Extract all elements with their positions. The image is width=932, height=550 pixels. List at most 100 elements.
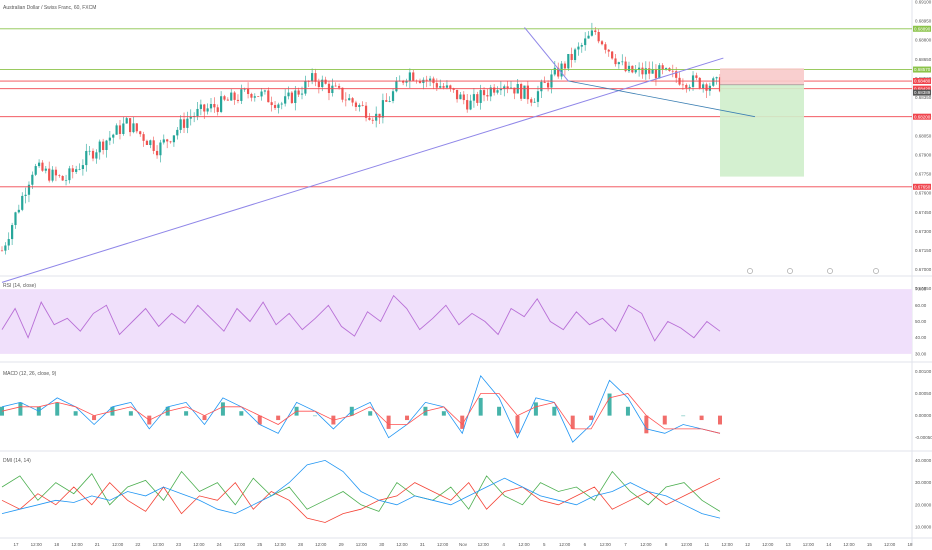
price-tick-label: 0.66850 <box>915 286 932 291</box>
candle-body <box>546 82 550 88</box>
candle-body <box>590 30 594 36</box>
candle-body <box>34 166 37 175</box>
time-axis-label: 12:00 <box>518 542 530 547</box>
candle-body <box>698 77 701 89</box>
macd-histogram-bar <box>662 415 667 425</box>
candle-body <box>671 70 674 72</box>
time-axis-label: 12:00 <box>762 542 774 547</box>
time-axis-label: 12:00 <box>153 542 165 547</box>
time-axis-label: 12:00 <box>843 542 855 547</box>
macd-histogram-bar <box>497 406 502 416</box>
time-axis-label: 12:00 <box>193 542 205 547</box>
candle-body <box>317 81 320 88</box>
price-tick-label: 0.68950 <box>915 19 932 24</box>
price-tick-label: 0.67000 <box>915 267 932 272</box>
candle-body <box>122 123 125 134</box>
time-axis-label: 12:00 <box>234 542 246 547</box>
candle-body <box>64 180 68 181</box>
time-axis-label: 4 <box>502 542 505 547</box>
macd-histogram-bar <box>257 415 262 425</box>
candle-body <box>577 46 580 50</box>
candle-body <box>331 85 334 94</box>
candle-body <box>358 105 361 107</box>
candle-body <box>604 44 607 50</box>
candle-body <box>442 86 445 88</box>
time-axis-label: 23 <box>176 542 182 547</box>
level-price-tag-text: 0.68420 <box>914 86 931 91</box>
candle-body <box>621 61 624 63</box>
rsi-tick-label: 40.00 <box>915 335 927 340</box>
candle-body <box>429 78 432 81</box>
candle-body <box>44 168 47 171</box>
time-axis-label: 11 <box>704 542 709 547</box>
candle-body <box>348 98 351 101</box>
candle-body <box>695 75 698 78</box>
macd-histogram-bar <box>73 411 78 416</box>
candle-body <box>280 103 283 105</box>
candle-body <box>479 90 482 103</box>
candle-body <box>304 81 307 94</box>
candle-body <box>587 35 590 39</box>
candle-body <box>412 72 415 81</box>
candle-body <box>567 53 570 69</box>
price-tick-label: 0.67300 <box>915 229 932 234</box>
time-axis-label: 31 <box>420 542 426 547</box>
candle-body <box>297 90 300 95</box>
time-axis-label: 5 <box>543 542 546 547</box>
macd-histogram-bar <box>312 415 317 417</box>
time-axis-label: 15 <box>867 542 873 547</box>
candle-body <box>597 31 600 42</box>
candle-body <box>385 100 388 102</box>
candle-body <box>435 83 438 88</box>
candle-body <box>378 113 381 118</box>
candle-body <box>658 65 661 79</box>
candle-body <box>570 53 573 60</box>
time-axis-label: 12:00 <box>396 542 408 547</box>
symbol-title: Australian Dollar / Swiss Franc, 60, FXC… <box>3 5 96 11</box>
take-profit-zone <box>720 84 804 177</box>
level-price-tag-text: 0.67650 <box>914 184 931 189</box>
candle-body <box>182 119 186 128</box>
level-price-tag-text: 0.68890 <box>914 26 931 31</box>
candle-body <box>145 140 149 146</box>
candle-body <box>243 89 246 90</box>
candle-body <box>644 68 647 75</box>
time-axis-label: 29 <box>339 542 345 547</box>
dmi-series-line <box>1 459 721 519</box>
candle-body <box>486 95 489 97</box>
candle-body <box>664 68 668 70</box>
candle-body <box>405 80 408 83</box>
candle-body <box>614 58 617 65</box>
candle-body <box>300 93 304 95</box>
time-axis-label: 24 <box>217 542 223 547</box>
candle-body <box>560 63 563 77</box>
economic-event-icon <box>787 268 793 274</box>
candle-body <box>499 89 502 91</box>
level-price-tag <box>913 183 931 190</box>
candle-body <box>513 87 516 94</box>
projection-line <box>568 80 756 118</box>
candle-body <box>641 67 644 75</box>
candle-body <box>78 169 81 170</box>
candle-body <box>240 89 243 101</box>
candle-body <box>439 86 442 88</box>
macd-histogram-bar <box>55 402 60 416</box>
candle-body <box>290 92 293 103</box>
economic-event-icon <box>827 268 833 274</box>
candle-body <box>284 96 287 104</box>
time-axis-label: 7 <box>624 542 627 547</box>
macd-histogram-bar <box>276 415 281 421</box>
trendline <box>524 27 569 82</box>
candle-body <box>159 142 162 156</box>
candle-body <box>540 81 543 92</box>
time-axis-label: 12:00 <box>722 542 734 547</box>
candle-body <box>600 41 604 45</box>
time-axis-label: 12:00 <box>559 542 571 547</box>
price-tick-label: 0.67750 <box>915 172 932 177</box>
candle-body <box>81 165 85 170</box>
time-axis-label: 12:00 <box>71 542 83 547</box>
candle-body <box>246 89 250 94</box>
candle-body <box>624 61 627 72</box>
level-price-tag-text: 0.68570 <box>914 67 931 72</box>
